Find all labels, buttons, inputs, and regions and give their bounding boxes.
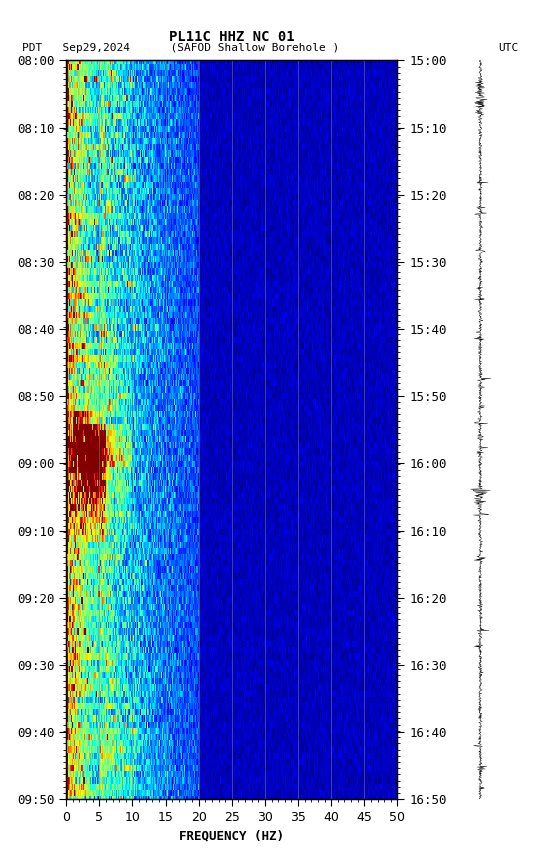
Text: PL11C HHZ NC 01: PL11C HHZ NC 01: [169, 30, 295, 44]
Text: PDT   Sep29,2024      (SAFOD Shallow Borehole ): PDT Sep29,2024 (SAFOD Shallow Borehole ): [22, 43, 339, 54]
X-axis label: FREQUENCY (HZ): FREQUENCY (HZ): [179, 829, 284, 842]
Text: UTC: UTC: [498, 43, 519, 54]
